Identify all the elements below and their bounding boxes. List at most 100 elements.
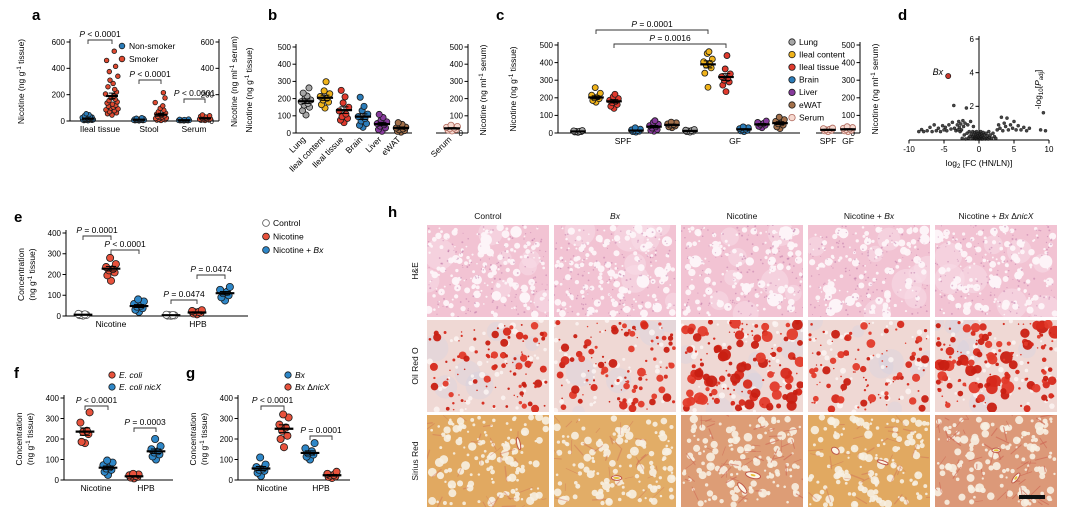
svg-text:10: 10 bbox=[1045, 145, 1054, 154]
svg-text:Nicotine + Bx: Nicotine + Bx bbox=[273, 245, 324, 255]
svg-text:Nicotine (ng ml-1 serum): Nicotine (ng ml-1 serum) bbox=[478, 44, 488, 135]
panel-b-chart: 0 100 200 300 400 500 Nicotine (ng g-1 tissue)… bbox=[244, 43, 488, 174]
svg-text:Concentration: Concentration bbox=[188, 412, 198, 465]
vessel bbox=[745, 471, 762, 480]
svg-text:Smoker: Smoker bbox=[129, 54, 158, 64]
svg-text:300: 300 bbox=[48, 250, 62, 259]
svg-text:Ileal tissue: Ileal tissue bbox=[799, 62, 839, 72]
svg-text:P = 0.0474: P = 0.0474 bbox=[163, 289, 205, 299]
svg-text:P < 0.0001: P < 0.0001 bbox=[129, 69, 171, 79]
histology-tile-oil-3 bbox=[808, 320, 930, 412]
histology-tile-he-2 bbox=[681, 225, 803, 317]
svg-text:Nicotine (ng ml-1 serum): Nicotine (ng ml-1 serum) bbox=[870, 43, 880, 134]
svg-text:SPF: SPF bbox=[615, 136, 632, 146]
histology-column-header: Control bbox=[474, 211, 502, 221]
svg-text:0: 0 bbox=[549, 129, 554, 138]
svg-text:200: 200 bbox=[46, 435, 60, 444]
svg-text:0: 0 bbox=[57, 312, 62, 321]
vessel bbox=[610, 475, 623, 481]
histology-tile-sirius-4 bbox=[935, 415, 1057, 507]
vessel bbox=[737, 482, 748, 494]
histology-column-header: Bx bbox=[610, 211, 620, 221]
svg-text:Nicotine: Nicotine bbox=[96, 319, 127, 329]
histology-tile-he-3 bbox=[808, 225, 930, 317]
histology-tile-he-4 bbox=[935, 225, 1057, 317]
svg-text:Non-smoker: Non-smoker bbox=[129, 41, 175, 51]
significance-brackets: P < 0.0001 P = 0.0003 bbox=[76, 395, 166, 432]
svg-text:Serum: Serum bbox=[181, 124, 206, 134]
histology-column-header: Nicotine + Bx bbox=[843, 211, 895, 221]
svg-text:100: 100 bbox=[48, 291, 62, 300]
svg-text:Nicotine: Nicotine bbox=[81, 483, 112, 493]
histology-tile-sirius-1 bbox=[554, 415, 676, 507]
svg-text:Bx: Bx bbox=[933, 67, 944, 77]
svg-text:0: 0 bbox=[229, 476, 234, 485]
histology-row-label: Sirius Red bbox=[410, 441, 420, 481]
panel-d-volcano: 2 4 6 -10 -5 0 5 10 log2 [FC (HN/LN)] -log10[Padj… bbox=[903, 35, 1054, 170]
histology-panel: Control Bx Nicotine Nicotine + Bx Nicotine +… bbox=[365, 203, 1067, 514]
axes: 0 100 200 300 400 Concentration (ng g-1 tissue… bbox=[188, 394, 350, 493]
svg-text:E. coli: E. coli bbox=[119, 370, 143, 380]
histology-tile-sirius-2 bbox=[681, 415, 803, 507]
svg-text:200: 200 bbox=[48, 270, 62, 279]
svg-text:300: 300 bbox=[220, 414, 234, 423]
svg-text:500: 500 bbox=[450, 43, 464, 52]
svg-text:Brain: Brain bbox=[799, 75, 819, 85]
svg-text:0: 0 bbox=[55, 476, 60, 485]
svg-text:200: 200 bbox=[52, 90, 66, 99]
svg-text:200: 200 bbox=[220, 435, 234, 444]
svg-text:100: 100 bbox=[540, 111, 554, 120]
svg-text:600: 600 bbox=[201, 38, 215, 47]
svg-text:Nicotine: Nicotine bbox=[257, 483, 288, 493]
panel-e-chart: 0 100 200 300 400 Concentration (ng g-1 tissue… bbox=[16, 218, 324, 329]
panel-label-b: b bbox=[268, 7, 278, 24]
scatter-points bbox=[297, 78, 461, 136]
axes: 0 100 200 300 400 Concentration (ng g-1 tissue… bbox=[14, 394, 173, 493]
svg-text:(ng g-1 tissue): (ng g-1 tissue) bbox=[27, 248, 37, 300]
svg-text:400: 400 bbox=[48, 229, 62, 238]
histology-row-label: Oil Red O bbox=[410, 347, 420, 385]
panel-label-c: c bbox=[496, 7, 505, 24]
svg-text:eWAT: eWAT bbox=[799, 100, 822, 110]
svg-text:GF: GF bbox=[842, 136, 854, 146]
svg-text:200: 200 bbox=[450, 94, 464, 103]
svg-text:Nicotine: Nicotine bbox=[273, 231, 304, 241]
panel-c-chart: 0 100 200 300 400 500 Nicotine (ng g-1 tissue)… bbox=[508, 19, 880, 146]
svg-text:Nicotine (ng ml-1 serum): Nicotine (ng ml-1 serum) bbox=[229, 36, 239, 127]
svg-text:P = 0.0001: P = 0.0001 bbox=[76, 225, 118, 235]
scatter-points bbox=[917, 103, 1048, 141]
histology-tile-oil-1 bbox=[554, 320, 676, 412]
svg-text:-5: -5 bbox=[940, 145, 948, 154]
svg-text:400: 400 bbox=[540, 58, 554, 67]
axes: 0 100 200 300 400 Concentration (ng g-1 tissue… bbox=[16, 229, 248, 329]
svg-text:Stool: Stool bbox=[139, 124, 158, 134]
scatter-points bbox=[251, 410, 342, 482]
scatter-points bbox=[75, 408, 166, 483]
svg-text:HPB: HPB bbox=[137, 483, 155, 493]
svg-text:P = 0.0001: P = 0.0001 bbox=[631, 19, 673, 29]
svg-text:Brain: Brain bbox=[343, 134, 364, 155]
svg-text:100: 100 bbox=[220, 455, 234, 464]
histology-tile-oil-2 bbox=[681, 320, 803, 412]
svg-text:P < 0.0001: P < 0.0001 bbox=[104, 239, 146, 249]
panel-label-d: d bbox=[898, 7, 908, 24]
histology-tile-sirius-0 bbox=[427, 415, 549, 507]
svg-text:400: 400 bbox=[52, 64, 66, 73]
svg-text:-log10[Padj]: -log10[Padj] bbox=[1033, 70, 1045, 110]
significance-brackets: P = 0.0001 P = 0.0016 bbox=[595, 19, 727, 48]
svg-text:GF: GF bbox=[729, 136, 741, 146]
panel-label-h: h bbox=[388, 204, 398, 221]
legend: Bx Bx ΔnicX bbox=[284, 370, 330, 392]
svg-text:Ileal tissue: Ileal tissue bbox=[80, 124, 120, 134]
svg-text:0: 0 bbox=[851, 129, 856, 138]
svg-text:Serum: Serum bbox=[429, 134, 454, 159]
histology-tile-he-0 bbox=[427, 225, 549, 317]
svg-text:P < 0.0001: P < 0.0001 bbox=[252, 395, 294, 405]
svg-text:2: 2 bbox=[970, 102, 975, 111]
svg-text:Lung: Lung bbox=[799, 37, 818, 47]
svg-text:P < 0.0001: P < 0.0001 bbox=[174, 88, 216, 98]
scale-bar bbox=[1019, 495, 1045, 499]
svg-text:200: 200 bbox=[278, 94, 292, 103]
svg-text:Concentration: Concentration bbox=[14, 412, 24, 465]
